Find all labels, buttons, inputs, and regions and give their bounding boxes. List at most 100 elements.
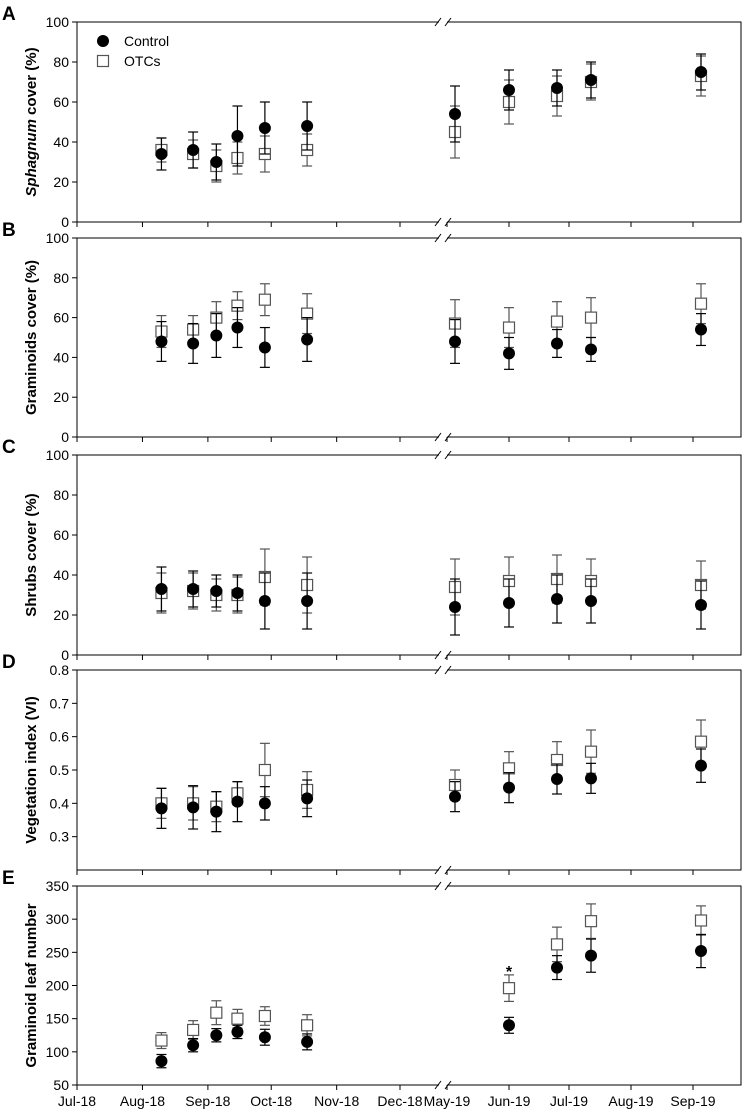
y-tick-label: 60 <box>53 310 69 326</box>
y-tick-label: 100 <box>46 230 70 246</box>
data-point-otcs <box>258 293 271 306</box>
data-point-control <box>210 805 223 818</box>
data-point-otcs <box>694 297 708 310</box>
y-tick-label: 0.4 <box>50 795 70 811</box>
x-tick-label: May-19 <box>424 1093 471 1109</box>
data-point-otcs <box>550 315 564 328</box>
data-point-control <box>301 595 314 607</box>
significance-marker: * <box>506 964 513 981</box>
data-point-control <box>585 74 597 86</box>
data-point-control <box>258 341 271 354</box>
y-tick-label: 40 <box>53 349 69 365</box>
legend-label-control: Control <box>124 33 169 49</box>
axis-break-gap <box>439 865 447 875</box>
y-tick-label: 0 <box>61 214 69 230</box>
y-tick-label: 60 <box>53 94 69 110</box>
data-point-control <box>695 945 707 958</box>
data-point-control <box>210 156 223 168</box>
data-point-control <box>231 130 244 142</box>
axis-break-mark <box>434 17 442 27</box>
y-tick-label: 0.8 <box>50 662 70 678</box>
data-point-control <box>585 595 597 607</box>
plot-frame <box>76 454 742 656</box>
y-tick-label: 0.7 <box>50 695 70 711</box>
y-tick-label: 20 <box>53 389 69 405</box>
panel-e: 50 100 150 200 250 300 350 E Graminoid leaf numb… <box>2 868 742 1093</box>
x-tick-label: Jul-19 <box>550 1093 588 1109</box>
data-point-control <box>258 122 271 134</box>
axis-break-gap <box>439 233 447 243</box>
axis-break-mark <box>434 865 442 875</box>
data-point-otcs <box>584 915 598 928</box>
axis-break-mark <box>444 650 452 660</box>
series-control <box>155 307 707 370</box>
data-point-control <box>695 599 707 611</box>
data-point-control <box>258 595 271 607</box>
axis-break-mark <box>444 450 452 460</box>
y-tick-label: 60 <box>53 527 69 543</box>
data-point-control <box>551 82 563 94</box>
y-tick-label: 0.6 <box>50 729 70 745</box>
y-axis-label-italic: Sphagnum <box>23 119 40 197</box>
y-axis-label: Graminoid leaf number <box>23 903 40 1067</box>
plot-frame <box>76 237 742 438</box>
data-point-control <box>210 585 223 597</box>
y-tick-label: 40 <box>53 567 69 583</box>
y-tick-label: 250 <box>46 944 70 960</box>
axis-break-mark <box>444 865 452 875</box>
axis-break-mark <box>434 881 442 891</box>
x-tick-label: Jul-18 <box>58 1093 96 1109</box>
panel-a: 0 20 40 60 80 100 A Sphagnum cover (%) <box>2 4 742 230</box>
axis-break-mark <box>434 450 442 460</box>
data-point-control <box>155 802 168 815</box>
data-point-control <box>695 759 707 772</box>
data-point-control <box>155 335 168 348</box>
x-tick-label: Oct-18 <box>250 1093 292 1109</box>
data-point-control <box>503 597 515 609</box>
data-point-control <box>210 329 223 342</box>
plot-frame <box>76 669 742 871</box>
data-point-control <box>258 797 271 810</box>
series-otcs <box>155 548 708 616</box>
x-axis: Jul-18 Aug-18 Sep-18 Oct-18 Nov-18 Dec-18 May-… <box>58 1093 716 1109</box>
data-point-otcs <box>584 311 598 324</box>
y-tick-label: 300 <box>46 911 70 927</box>
data-point-control <box>551 593 563 605</box>
legend-marker-otcs <box>96 54 110 68</box>
x-tick-label: Aug-18 <box>120 1093 165 1109</box>
series-otcs <box>155 55 708 183</box>
y-tick-label: 80 <box>53 487 69 503</box>
data-point-otcs <box>502 982 516 995</box>
x-tick-label: Dec-18 <box>377 1093 422 1109</box>
axis-break-mark <box>444 217 452 227</box>
y-tick-label: 200 <box>46 978 70 994</box>
data-point-control <box>503 1019 515 1032</box>
y-tick-label: 0 <box>61 647 69 663</box>
x-tick-label: Sep-18 <box>185 1093 230 1109</box>
data-point-control <box>155 148 168 160</box>
y-tick-label: 20 <box>53 607 69 623</box>
series-otcs <box>155 903 708 1050</box>
data-point-otcs <box>584 745 598 758</box>
axis-break-mark <box>444 881 452 891</box>
data-point-control <box>155 1055 168 1068</box>
data-point-otcs <box>258 1009 271 1023</box>
panel-c: 0 20 40 60 80 100 C Shrubs cover (%) <box>2 437 742 663</box>
axis-break-mark <box>444 1080 452 1090</box>
axis-break-gap <box>439 650 447 660</box>
panel-b: 0 20 40 60 80 100 B Graminoids cover (%) <box>2 220 742 445</box>
data-point-control <box>301 120 314 132</box>
x-tick-label: Aug-19 <box>608 1093 653 1109</box>
chart-panels: 0 20 40 60 80 100 A Sphagnum cover (%) 0 20 40 60 80… <box>2 4 742 1093</box>
data-point-otcs <box>258 763 271 777</box>
y-axis-label: Shrubs cover (%) <box>23 493 40 616</box>
axis-break-mark <box>434 432 442 442</box>
data-point-control <box>585 343 597 356</box>
data-point-control <box>231 1025 244 1038</box>
data-point-otcs <box>694 735 708 748</box>
data-point-otcs <box>187 1023 200 1037</box>
data-point-control <box>585 772 597 785</box>
axis-break-mark <box>434 650 442 660</box>
y-tick-label: 80 <box>53 54 69 70</box>
axis-break-gap <box>439 217 447 227</box>
